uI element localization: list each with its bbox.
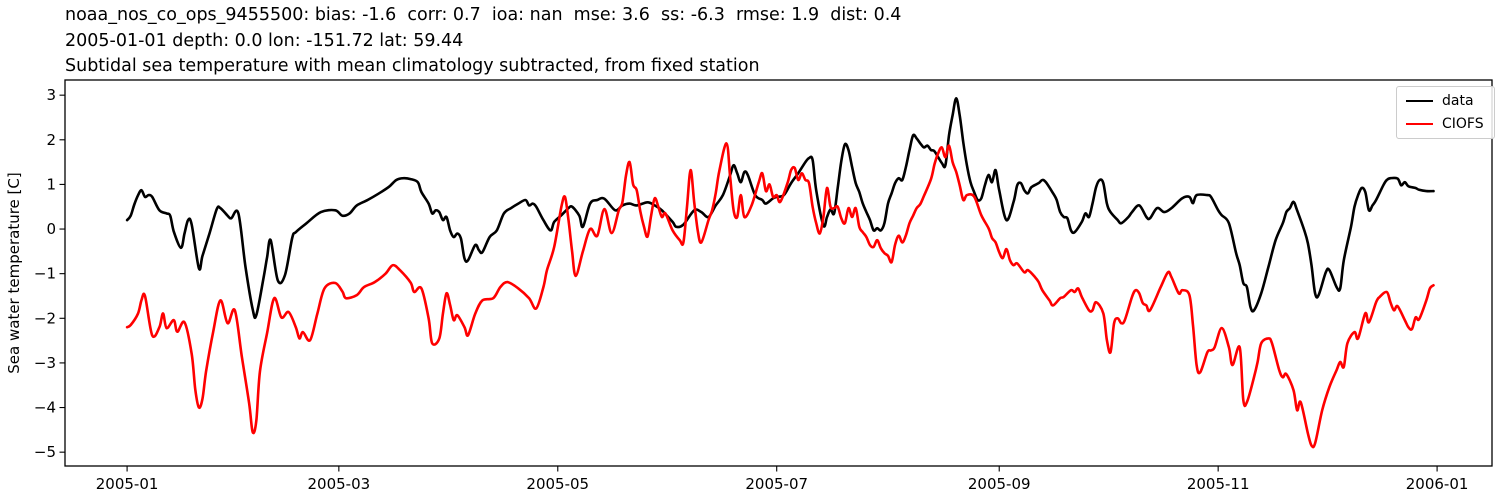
- legend: data CIOFS: [1396, 86, 1495, 139]
- y-tick-label: −2: [34, 309, 56, 327]
- x-tick-label: 2005-05: [526, 475, 589, 493]
- legend-line-swatch-data: [1406, 100, 1433, 102]
- legend-line-swatch-ciofs: [1406, 123, 1433, 125]
- x-tick-label: 2006-01: [1406, 475, 1469, 493]
- legend-label-data: data: [1442, 93, 1474, 109]
- ciofs-series-line: [125, 142, 1435, 449]
- y-tick-label: 3: [46, 86, 56, 104]
- x-tick-label: 2005-07: [745, 475, 808, 493]
- legend-item-data: data: [1406, 94, 1484, 108]
- chart-title-line-1: noaa_nos_co_ops_9455500: bias: -1.6 corr…: [65, 5, 902, 25]
- y-tick-label: −3: [34, 354, 56, 372]
- legend-item-ciofs: CIOFS: [1406, 117, 1484, 131]
- y-tick-label: −1: [34, 265, 56, 283]
- y-tick-label: −5: [34, 443, 56, 461]
- y-axis-label: Sea water temperature [C]: [5, 172, 23, 374]
- x-tick-label: 2005-09: [968, 475, 1031, 493]
- y-tick-label: 0: [46, 220, 56, 238]
- x-tick-label: 2005-01: [96, 475, 159, 493]
- y-tick-label: 1: [46, 175, 56, 193]
- chart-title: noaa_nos_co_ops_9455500: bias: -1.6 corr…: [65, 3, 901, 80]
- data-series-line: [125, 97, 1435, 320]
- plot-area: [64, 79, 1493, 467]
- chart-title-line-2: 2005-01-01 depth: 0.0 lon: -151.72 lat: …: [65, 30, 464, 51]
- y-tick-label: −4: [34, 399, 56, 417]
- chart-title-line-3: Subtidal sea temperature with mean clima…: [65, 56, 760, 76]
- legend-label-ciofs: CIOFS: [1442, 116, 1484, 132]
- y-tick-label: 2: [46, 131, 56, 149]
- x-tick-label: 2005-11: [1187, 475, 1250, 493]
- x-tick-label: 2005-03: [307, 475, 370, 493]
